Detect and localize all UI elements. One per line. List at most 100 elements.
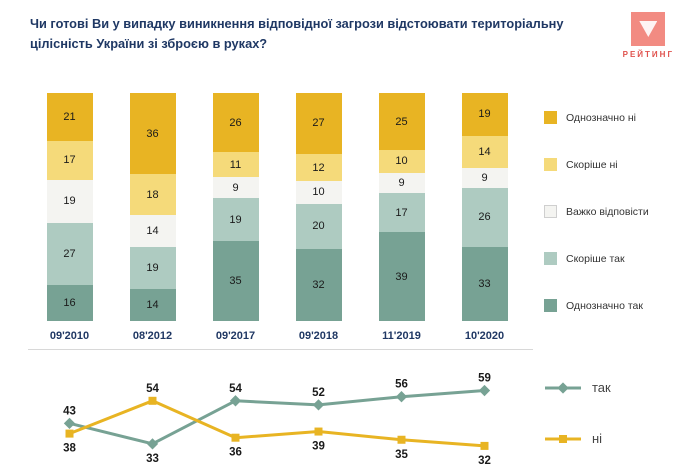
- main-area: 21 17 19 27 16 09'2010 36 18 14 19 14 08'2012 26 11 9 1…: [0, 93, 690, 475]
- line-legend-label: так: [592, 380, 611, 395]
- legend-item: Скоріше ні: [544, 158, 690, 171]
- diamond-marker-icon: [478, 384, 491, 397]
- legend-label: Важко відповісти: [566, 205, 649, 218]
- point-label: 38: [63, 443, 76, 455]
- chart-column: 21 17 19 27 16 09'2010 36 18 14 19 14 08'2012 26 11 9 1…: [28, 93, 533, 475]
- bar-segment: 20: [295, 203, 342, 249]
- bar-segment: 19: [212, 197, 259, 242]
- bar-segment: 27: [295, 93, 342, 154]
- chart-divider: [28, 349, 533, 350]
- point-label: 35: [395, 449, 408, 461]
- bar-segment: 18: [129, 174, 176, 215]
- bar-column: 27 12 10 20 32 09'2018: [277, 93, 360, 342]
- square-marker-icon: [65, 429, 74, 438]
- legend-item: Важко відповісти: [544, 205, 690, 218]
- bar-column: 25 10 9 17 39 11'2019: [360, 93, 443, 342]
- header: Чи готові Ви у випадку виникнення відпов…: [0, 0, 690, 59]
- x-axis-label: 10'2020: [464, 330, 505, 342]
- legend-swatch-icon: [544, 299, 557, 312]
- bar-segment: 11: [212, 152, 259, 178]
- legend-column: Однозначно ні Скоріше ні Важко відповісти С…: [530, 93, 690, 475]
- bar-segment: 9: [378, 172, 425, 194]
- bar-column: 21 17 19 27 16 09'2010: [28, 93, 111, 342]
- line-series: [68, 399, 485, 448]
- bar-segment: 19: [461, 93, 508, 136]
- bar-segment: 33: [461, 246, 508, 321]
- bar-column: 19 14 9 26 33 10'2020: [443, 93, 526, 342]
- point-label: 39: [312, 441, 325, 453]
- line-legend-icon: [545, 381, 581, 394]
- legend-label: Скоріше так: [566, 252, 625, 265]
- rating-logo-text: РЕЙТИНГ: [622, 50, 674, 59]
- square-marker-icon: [231, 433, 240, 442]
- bar-segment: 21: [46, 93, 93, 141]
- stacked-bar: 25 10 9 17 39: [378, 93, 425, 321]
- line-legend-item: так: [544, 380, 690, 395]
- line-legend: так ні: [544, 380, 690, 446]
- bar-segment: 32: [295, 248, 342, 322]
- diamond-marker-icon: [312, 399, 325, 411]
- bar-segment: 10: [378, 150, 425, 173]
- point-label: 36: [229, 447, 242, 459]
- stacked-bar: 26 11 9 19 35: [212, 93, 259, 321]
- bar-segment: 9: [212, 177, 259, 198]
- bar-segment: 16: [46, 284, 93, 321]
- point-label: 59: [478, 373, 491, 385]
- point-label: 32: [478, 455, 491, 467]
- x-axis-label: 09'2017: [215, 330, 256, 342]
- bar-segment: 36: [129, 93, 176, 175]
- legend-label: Скоріше ні: [566, 158, 618, 171]
- square-marker-icon: [480, 441, 489, 450]
- bar-segment: 17: [46, 140, 93, 180]
- stacked-bar: 36 18 14 19 14: [129, 93, 176, 322]
- legend-swatch-icon: [544, 205, 557, 218]
- stacked-bar: 27 12 10 20 32: [295, 93, 342, 322]
- point-label: 43: [63, 405, 76, 417]
- diamond-marker-icon: [395, 391, 408, 403]
- chart-title: Чи готові Ви у випадку виникнення відпов…: [30, 16, 564, 51]
- bar-segment: 17: [378, 193, 425, 233]
- stacked-bar-chart: 21 17 19 27 16 09'2010 36 18 14 19 14 08'2012 26 11 9 1…: [28, 93, 530, 342]
- line-legend-item: ні: [544, 431, 690, 446]
- legend-label: Однозначно так: [566, 299, 643, 312]
- bar-segment: 10: [295, 181, 342, 204]
- stacked-bar: 19 14 9 26 33: [461, 93, 508, 321]
- legend-swatch-icon: [544, 252, 557, 265]
- bar-segment: 27: [46, 222, 93, 285]
- legend-item: Скоріше так: [544, 252, 690, 265]
- legend-swatch-icon: [544, 111, 557, 124]
- bar-segment: 14: [461, 135, 508, 168]
- bar-segment: 19: [46, 179, 93, 223]
- square-marker-icon: [397, 435, 406, 444]
- x-axis-label: 11'2019: [382, 330, 421, 342]
- point-label: 33: [146, 453, 159, 465]
- bar-column: 26 11 9 19 35 09'2017: [194, 93, 277, 342]
- line-series: [69, 389, 485, 446]
- legend-item: Однозначно так: [544, 299, 690, 312]
- diamond-marker-icon: [146, 438, 159, 450]
- x-axis-label: 08'2012: [132, 330, 173, 342]
- point-label: 54: [146, 383, 159, 395]
- square-marker-icon: [314, 427, 323, 436]
- legend-item: Однозначно ні: [544, 111, 690, 124]
- point-label: 52: [312, 387, 325, 399]
- line-legend-label: ні: [592, 431, 603, 446]
- stacked-bar: 21 17 19 27 16: [46, 93, 93, 321]
- rating-logo-icon: [631, 12, 666, 46]
- x-axis-label: 09'2010: [49, 330, 90, 342]
- legend-swatch-icon: [544, 158, 557, 171]
- bar-column: 36 18 14 19 14 08'2012: [111, 93, 194, 342]
- legend-label: Однозначно ні: [566, 111, 636, 124]
- bar-legend: Однозначно ні Скоріше ні Важко відповісти С…: [544, 111, 690, 312]
- bar-segment: 12: [295, 153, 342, 182]
- line-chart: 43 33 54 52 56 59 38 54 36 39 35 32: [63, 373, 491, 467]
- bar-segment: 14: [129, 214, 176, 247]
- bar-segment: 26: [212, 93, 259, 153]
- point-label: 54: [229, 383, 242, 395]
- bar-segment: 14: [129, 289, 176, 322]
- bar-segment: 39: [378, 232, 425, 321]
- rating-logo: РЕЙТИНГ: [623, 12, 674, 59]
- line-legend-icon: [545, 434, 581, 443]
- x-axis-label: 09'2018: [298, 330, 339, 342]
